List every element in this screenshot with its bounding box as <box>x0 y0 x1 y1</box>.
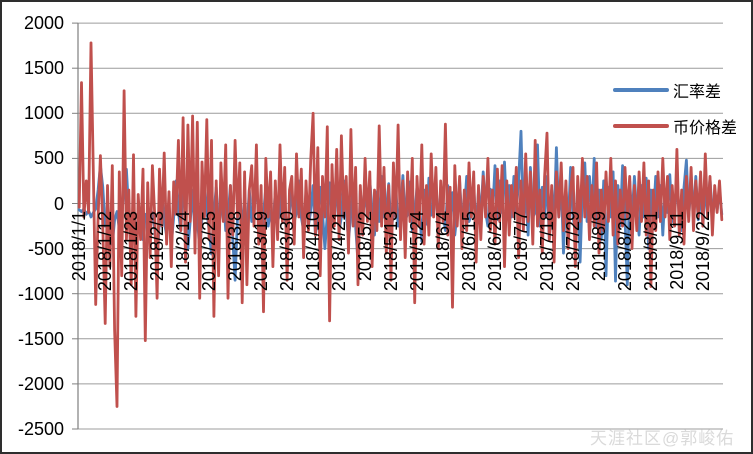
legend-label-coin-price-diff: 币价格差 <box>673 120 738 137</box>
y-axis-tick-label: 1500 <box>23 58 64 79</box>
y-axis-tick-label: -2000 <box>17 373 64 394</box>
y-axis-tick-label: 0 <box>53 193 64 214</box>
y-axis-tick-label: 500 <box>33 148 64 169</box>
y-axis-tick-label: -1500 <box>17 328 64 349</box>
legend-item-coin-price-diff[interactable]: 币价格差 <box>613 115 737 137</box>
chart-legend: 汇率差 币价格差 <box>613 79 737 151</box>
series-line-coin-price-diff[interactable] <box>77 41 724 408</box>
legend-line-sample-blue <box>613 88 669 92</box>
y-axis-tick-label: -500 <box>27 238 64 259</box>
legend-label-exchange-rate-diff: 汇率差 <box>673 84 722 101</box>
watermark: 天涯社区@郭峻佑 <box>590 429 735 448</box>
y-axis-tick-label: -2500 <box>17 419 64 439</box>
y-axis-tick-label: -1000 <box>17 283 64 304</box>
legend-item-exchange-rate-diff[interactable]: 汇率差 <box>613 79 737 101</box>
y-axis-tick-label: 1000 <box>23 103 64 124</box>
legend-line-sample-red <box>613 124 669 128</box>
y-axis-tick-label: 2000 <box>23 13 64 34</box>
